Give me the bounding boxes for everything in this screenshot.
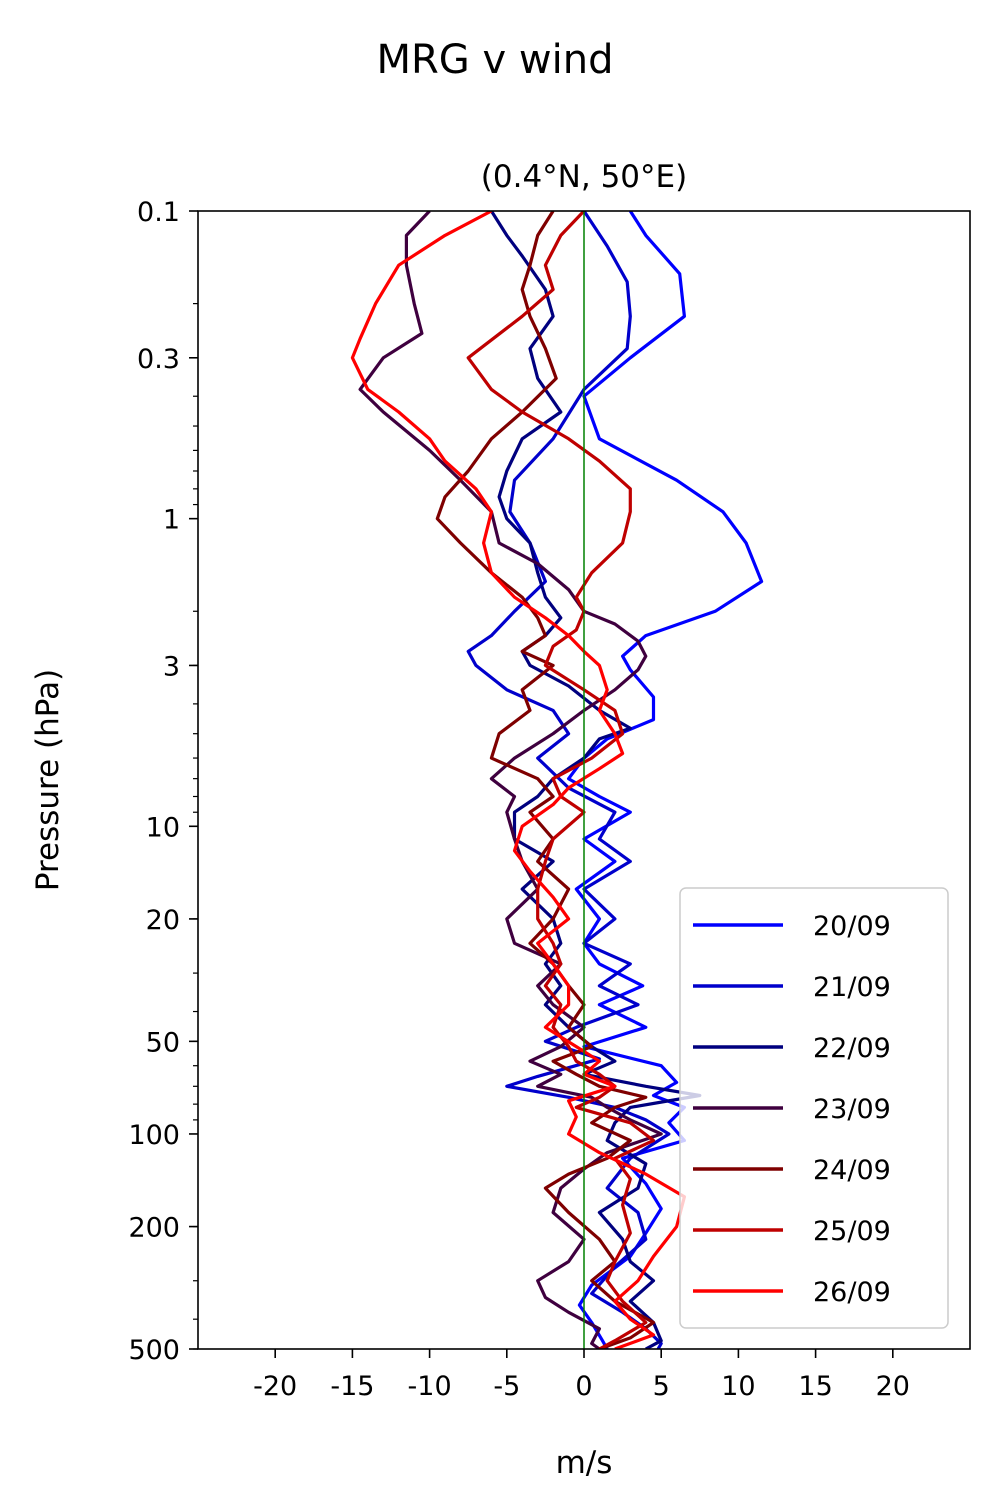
y-tick-label: 200 [128, 1213, 180, 1244]
series-group [350, 211, 764, 1349]
y-tick-label: 3 [163, 651, 180, 682]
series-line-21-09 [466, 211, 671, 1349]
y-tick-label: 10 [146, 812, 180, 843]
x-tick-label: 20 [876, 1371, 910, 1402]
legend-box [679, 887, 949, 1329]
legend: 20/09 21/09 22/09 23/09 24/09 25/09 26/09 [679, 887, 949, 1329]
legend-label: 24/09 [813, 1155, 891, 1186]
x-tick-label: -10 [408, 1371, 452, 1402]
y-tick-label: 0.3 [137, 344, 180, 375]
chart-title: MRG v wind [377, 37, 614, 83]
y-tick-label: 0.1 [137, 197, 180, 228]
series-line-22-09 [490, 211, 702, 1349]
y-tick-label: 1 [163, 505, 180, 536]
x-tick-label: -15 [330, 1371, 374, 1402]
y-tick-label: 20 [146, 905, 180, 936]
y-axis-label: Pressure (hPa) [30, 669, 66, 891]
x-tick-label: 5 [653, 1371, 670, 1402]
series-line-20-09 [567, 211, 764, 1349]
x-tick-label: 0 [575, 1371, 592, 1402]
chart-subtitle: (0.4°N, 50°E) [481, 159, 687, 195]
y-tick-label: 50 [146, 1027, 180, 1058]
series-line-25-09 [466, 211, 656, 1349]
legend-label: 25/09 [813, 1216, 891, 1247]
legend-label: 21/09 [813, 972, 891, 1003]
series-line-26-09 [350, 211, 686, 1349]
legend-label: 22/09 [813, 1033, 891, 1064]
x-tick-label: 15 [798, 1371, 832, 1402]
x-tick-label: 10 [721, 1371, 755, 1402]
legend-label: 26/09 [813, 1277, 891, 1308]
legend-label: 20/09 [813, 911, 891, 942]
x-axis: -20 -15 -10 -5 0 5 10 15 20 [253, 1349, 910, 1402]
x-tick-label: -5 [493, 1371, 520, 1402]
y-tick-label: 500 [128, 1335, 180, 1366]
x-axis-label: m/s [556, 1445, 613, 1481]
y-axis: 0.1 0.3 1 3 10 20 50 100 200 500 [128, 197, 198, 1366]
plot-area [197, 210, 971, 1350]
x-tick-label: -20 [253, 1371, 297, 1402]
series-line-24-09 [435, 211, 656, 1349]
y-tick-label: 100 [128, 1120, 180, 1151]
legend-label: 23/09 [813, 1094, 891, 1125]
